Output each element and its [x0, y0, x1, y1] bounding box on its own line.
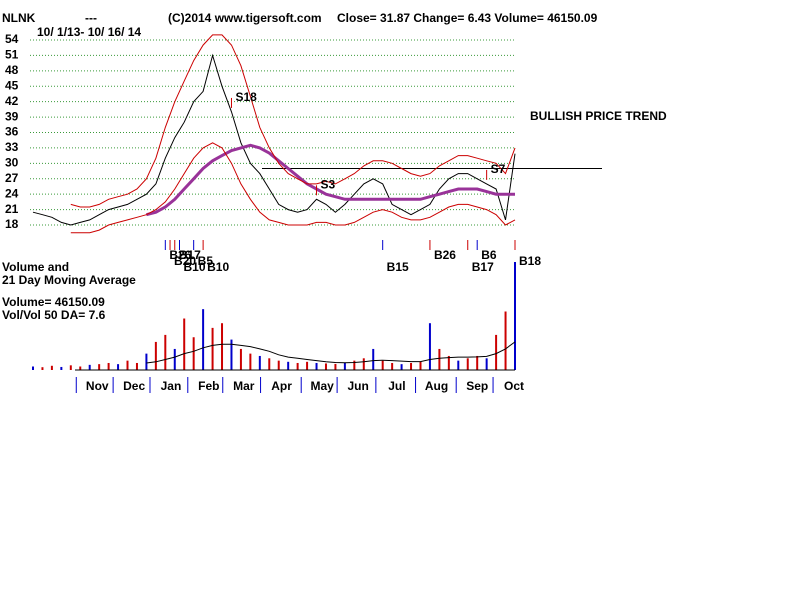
signal-label: B17 — [472, 260, 494, 274]
volume-ratio: Vol/Vol 50 DA= 7.6 — [2, 308, 106, 322]
y-tick-label: 30 — [5, 156, 19, 170]
signal-label: S3 — [321, 177, 336, 191]
x-tick-label: Aug — [425, 379, 448, 393]
x-tick-label: Apr — [271, 379, 292, 393]
x-tick-label: Mar — [233, 379, 255, 393]
signal-label: S7 — [491, 162, 506, 176]
signal-label: B10 — [183, 260, 205, 274]
y-tick-label: 51 — [5, 48, 19, 62]
signal-label: B17 — [179, 248, 201, 262]
volume-label: Volume= 46150.09 — [2, 295, 105, 309]
flag: --- — [85, 11, 97, 25]
y-tick-label: 24 — [5, 186, 19, 200]
signal-label: B18 — [519, 254, 541, 268]
signal-label: S18 — [235, 90, 257, 104]
y-tick-label: 42 — [5, 94, 19, 108]
signal-label: B26 — [434, 248, 456, 262]
signal-label: B26 — [169, 248, 191, 262]
signal-label: B15 — [387, 260, 409, 274]
y-tick-label: 39 — [5, 109, 19, 123]
annotation: BULLISH PRICE TREND — [530, 109, 667, 123]
signal-label: B20 — [174, 254, 196, 268]
x-tick-label: Jun — [347, 379, 368, 393]
quote: Close= 31.87 Change= 6.43 Volume= 46150.… — [337, 11, 598, 25]
price-line — [32, 53, 516, 226]
copyright: (C)2014 www.tigersoft.com — [168, 11, 322, 25]
band — [70, 34, 516, 208]
y-tick-label: 21 — [5, 202, 19, 216]
signal-label: B5 — [198, 254, 214, 268]
period: 10/ 1/13- 10/ 16/ 14 — [37, 25, 141, 39]
y-tick-label: 36 — [5, 125, 19, 139]
x-tick-label: Nov — [86, 379, 109, 393]
y-tick-label: 33 — [5, 140, 19, 154]
y-tick-label: 48 — [5, 63, 19, 77]
x-tick-label: Sep — [466, 379, 488, 393]
band — [70, 142, 516, 234]
signal-label: B10 — [207, 260, 229, 274]
signal-label: B6 — [481, 248, 497, 262]
y-tick-label: 27 — [5, 171, 19, 185]
x-tick-label: Jan — [161, 379, 182, 393]
y-tick-label: 45 — [5, 78, 19, 92]
x-tick-label: Dec — [123, 379, 145, 393]
volume-title: 21 Day Moving Average — [2, 273, 136, 287]
moving-average — [146, 143, 515, 217]
y-tick-label: 54 — [5, 32, 19, 46]
symbol: NLNK — [2, 11, 36, 25]
y-tick-label: 18 — [5, 217, 19, 231]
volume-title: Volume and — [2, 260, 69, 274]
x-tick-label: May — [311, 379, 335, 393]
x-tick-label: Feb — [198, 379, 219, 393]
x-tick-label: Jul — [388, 379, 405, 393]
volume-ma — [146, 341, 516, 364]
x-tick-label: Oct — [504, 379, 524, 393]
